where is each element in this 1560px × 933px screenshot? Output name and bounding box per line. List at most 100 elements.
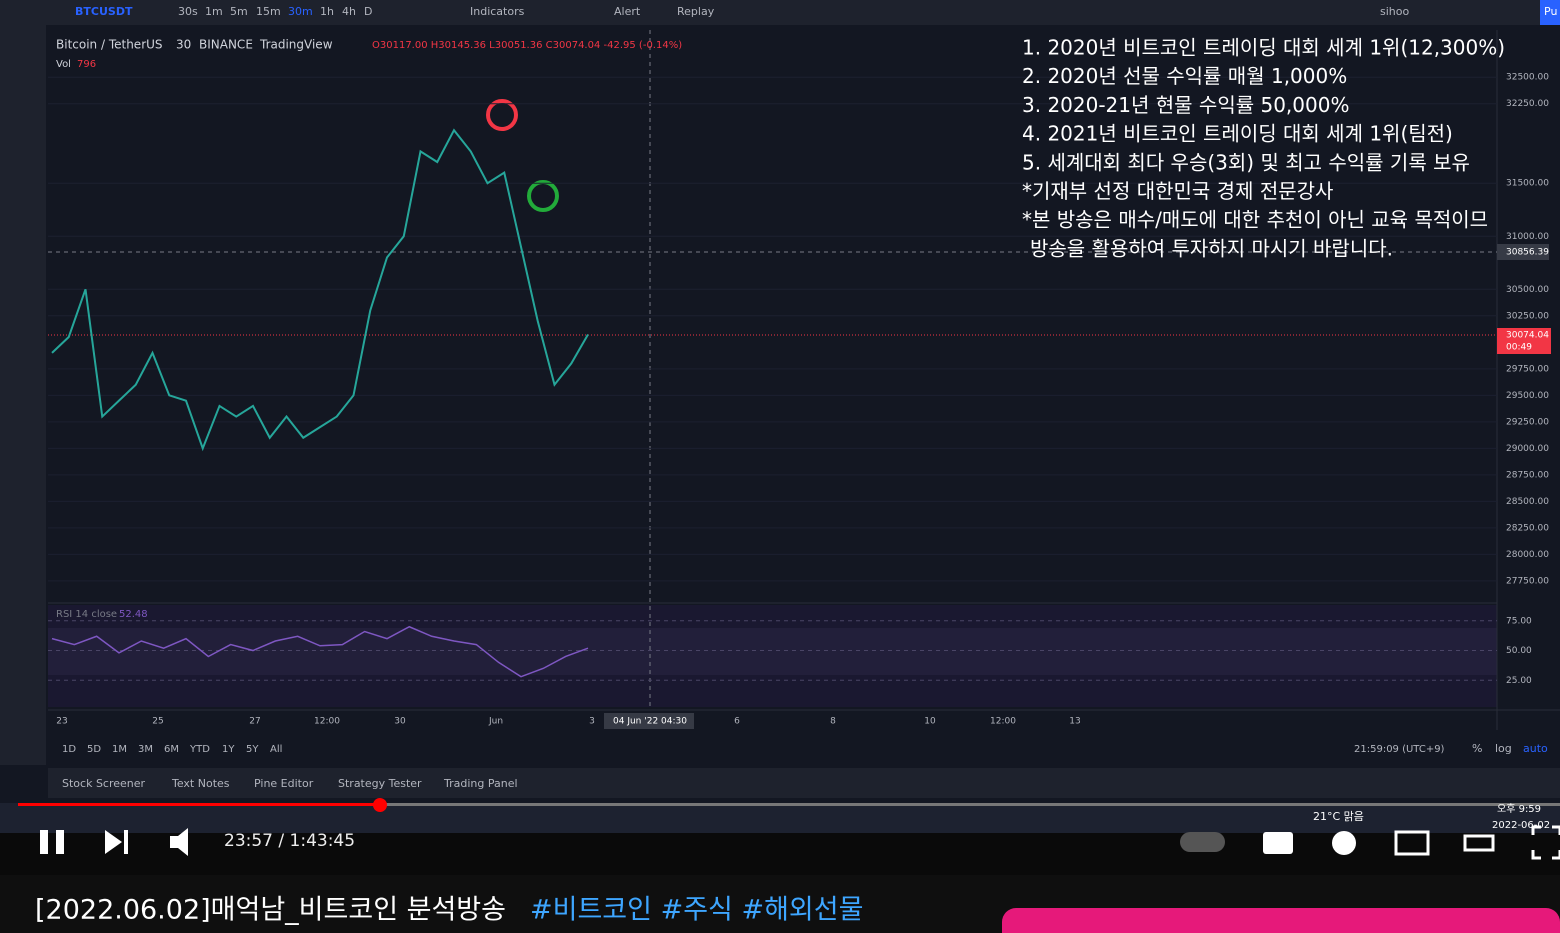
interval-button[interactable]: 4h: [342, 5, 356, 18]
autoplay-toggle[interactable]: [1180, 832, 1225, 852]
publish-button[interactable]: Pu: [1544, 5, 1557, 18]
legend-text: TradingView: [259, 38, 333, 52]
player-time: 23:57 / 1:43:45: [224, 831, 355, 851]
legend-ohlc: O30117.00 H30145.36 L30051.36 C30074.04 …: [372, 40, 682, 51]
time-tick-label: 6: [734, 717, 740, 727]
user-menu[interactable]: sihoo: [1380, 5, 1409, 18]
time-tick-label: 13: [1069, 717, 1080, 727]
theater-button[interactable]: [1463, 834, 1495, 852]
price-tick-label: 31000.00: [1506, 232, 1549, 242]
time-crosshair-bg: [604, 713, 694, 729]
overlay-text: *본 방송은 매수/매도에 대한 추천이 아닌 교육 목적이므: [1022, 208, 1488, 232]
price-line: [51, 128, 589, 452]
range-button[interactable]: 5D: [87, 744, 101, 755]
settings-button[interactable]: [1332, 831, 1356, 855]
price-tick-label: 32500.00: [1506, 73, 1549, 83]
interval-button[interactable]: 15m: [256, 5, 281, 18]
publish-bg: [1540, 0, 1560, 25]
range-button[interactable]: 3M: [138, 744, 153, 755]
interval-button[interactable]: 30s: [178, 5, 198, 18]
symbol: BTCUSDT: [75, 5, 133, 18]
legend-rsi: RSI 14 close: [56, 609, 117, 620]
countdown-label: 00:49: [1506, 343, 1532, 353]
legend-text: Bitcoin / TetherUS: [56, 38, 163, 52]
interval-button[interactable]: 30m: [288, 5, 313, 18]
range-button[interactable]: 5Y: [246, 744, 259, 755]
panel-tab[interactable]: Trading Panel: [443, 777, 518, 790]
pause-bar[interactable]: [56, 830, 64, 854]
price-tick-label: 32250.00: [1506, 99, 1549, 109]
left-toolbar: [0, 25, 46, 765]
time-tick-label: 27: [249, 717, 260, 727]
ad-banner[interactable]: [1002, 908, 1560, 933]
range-button[interactable]: 6M: [164, 744, 179, 755]
interval-button[interactable]: 1m: [205, 5, 223, 18]
video-tags[interactable]: #비트코인 #주식 #해외선물: [530, 895, 863, 926]
legend-vol-value: 796: [77, 59, 96, 70]
last-price-bg: [1497, 328, 1551, 354]
taskbar-date: 2022-06-02: [1492, 820, 1550, 831]
price-tick-label: 28250.00: [1506, 523, 1549, 533]
legend-vol: Vol: [56, 59, 71, 70]
price-tick-label: 31500.00: [1506, 179, 1549, 189]
range-button[interactable]: 1D: [62, 744, 76, 755]
panel-tab[interactable]: Pine Editor: [254, 777, 314, 790]
auto-toggle[interactable]: auto: [1523, 742, 1548, 755]
overlay-text: 방송을 활용하여 투자하지 마시기 바랍니다.: [1030, 236, 1393, 260]
overlay-text: 2. 2020년 선물 수익률 매월 1,000%: [1022, 64, 1347, 88]
time-tick-label: 12:00: [314, 717, 340, 727]
last-price-label: 30074.04: [1506, 331, 1549, 341]
rsi-tick-label: 50.00: [1506, 646, 1532, 656]
top-toolbar: [0, 0, 1560, 25]
price-tick-label: 29250.00: [1506, 417, 1549, 427]
crosshair-price-label: 30856.39: [1506, 248, 1549, 258]
overlay-text: 3. 2020-21년 현물 수익률 50,000%: [1022, 93, 1349, 117]
windows-taskbar: [0, 803, 1560, 833]
legend-text: 30: [176, 38, 191, 52]
interval-button[interactable]: D: [364, 5, 372, 18]
fullscreen-button[interactable]: [1531, 825, 1560, 860]
interval-button[interactable]: 5m: [230, 5, 248, 18]
progress-rest[interactable]: [380, 803, 1560, 806]
range-button[interactable]: All: [270, 744, 282, 755]
rsi-tick-label: 25.00: [1506, 676, 1532, 686]
time-tick-label: Jun: [488, 717, 503, 727]
range-button[interactable]: YTD: [189, 744, 210, 755]
panel-tab[interactable]: Strategy Tester: [338, 777, 422, 790]
time-tick-label: 10: [924, 717, 936, 727]
price-tick-label: 28500.00: [1506, 497, 1549, 507]
time-tick-label: 3: [589, 717, 595, 727]
crosshair-label-bg: [1497, 244, 1549, 260]
rsi-tick-label: 75.00: [1506, 616, 1532, 626]
overlay-text: 5. 세계대회 최다 우승(3회) 및 최고 수익률 기록 보유: [1022, 150, 1470, 174]
overlay-text: 1. 2020년 비트코인 트레이딩 대회 세계 1위(12,300%): [1022, 36, 1505, 60]
clock: 21:59:09 (UTC+9): [1354, 744, 1445, 755]
annotation-circle-green: [527, 180, 559, 212]
panel-tab[interactable]: Stock Screener: [62, 777, 146, 790]
progress-scrubber[interactable]: [373, 798, 387, 812]
subtitles-button[interactable]: [1263, 832, 1293, 854]
replay-button[interactable]: Replay: [677, 5, 715, 18]
panel-tab[interactable]: Text Notes: [171, 777, 230, 790]
percent-toggle[interactable]: %: [1472, 742, 1482, 755]
next-button[interactable]: [105, 830, 128, 854]
legend-text: BINANCE: [199, 38, 253, 52]
volume-button[interactable]: [170, 828, 188, 856]
price-tick-label: 28000.00: [1506, 550, 1549, 560]
time-tick-label: 23: [56, 717, 67, 727]
range-button[interactable]: 1M: [112, 744, 127, 755]
progress-played[interactable]: [18, 803, 380, 806]
indicators-button[interactable]: Indicators: [470, 5, 525, 18]
pause-bar[interactable]: [40, 830, 48, 854]
interval-button[interactable]: 1h: [320, 5, 334, 18]
video-title: [2022.06.02]매억남_비트코인 분석방송: [35, 895, 506, 926]
log-toggle[interactable]: log: [1495, 742, 1512, 755]
taskbar-weather: 21°C 맑음: [1313, 810, 1364, 823]
range-button[interactable]: 1Y: [222, 744, 235, 755]
price-tick-label: 30500.00: [1506, 285, 1549, 295]
time-tick-label: 8: [830, 717, 836, 727]
miniplayer-button[interactable]: [1394, 830, 1430, 856]
alert-button[interactable]: Alert: [614, 5, 641, 18]
rsi-band: [48, 628, 1497, 675]
